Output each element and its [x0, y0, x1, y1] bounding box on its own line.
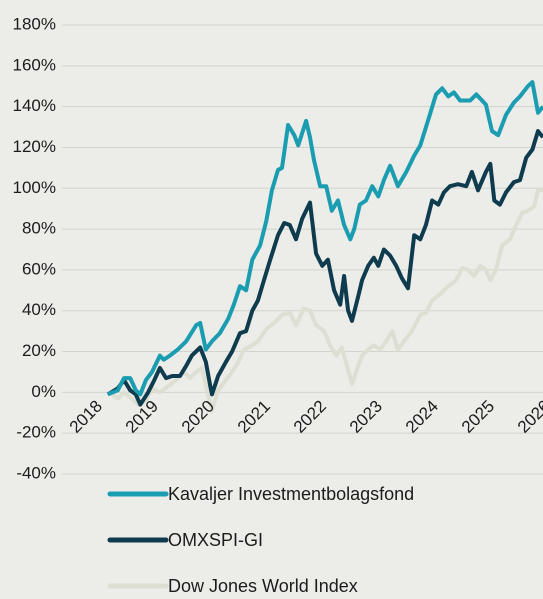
series-line: [107, 80, 543, 397]
x-tick-label: 2025: [458, 397, 498, 437]
y-tick-label: -20%: [16, 423, 56, 442]
x-tick-label: 2019: [122, 397, 162, 437]
series-line: [111, 188, 543, 413]
x-tick-label: 2024: [402, 397, 442, 437]
y-tick-label: 0%: [31, 382, 56, 401]
legend-label: Dow Jones World Index: [168, 576, 358, 594]
y-tick-label: 20%: [22, 341, 56, 360]
x-tick-label: 2026: [514, 397, 543, 437]
series-line: [106, 129, 543, 407]
y-tick-label: 160%: [13, 55, 56, 74]
y-tick-label: 100%: [13, 178, 56, 197]
y-tick-label: 40%: [22, 300, 56, 319]
x-tick-label: 2023: [346, 397, 386, 437]
x-tick-label: 2021: [234, 397, 274, 437]
legend-label: OMXSPI-GI: [168, 530, 263, 550]
legend-label: Kavaljer Investmentbolagsfond: [168, 484, 414, 504]
y-tick-label: 80%: [22, 219, 56, 238]
y-tick-label: 60%: [22, 259, 56, 278]
y-tick-label: -40%: [16, 463, 56, 482]
y-tick-label: 180%: [13, 14, 56, 33]
x-tick-label: 2022: [290, 397, 330, 437]
x-tick-label: 2018: [66, 397, 106, 437]
y-tick-label: 140%: [13, 96, 56, 115]
y-tick-label: 120%: [13, 137, 56, 156]
